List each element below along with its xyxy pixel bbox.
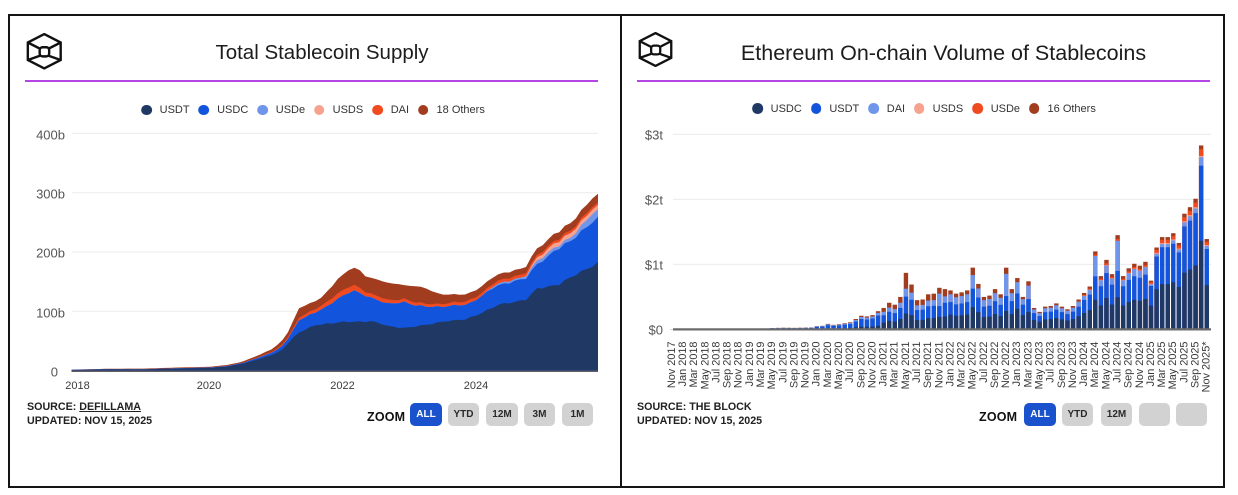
svg-text:Jan 2022: Jan 2022 [944,342,956,387]
svg-text:Nov 2019: Nov 2019 [800,342,812,389]
svg-text:Nov 2022: Nov 2022 [1000,341,1012,388]
svg-text:Mar 2025: Mar 2025 [1156,342,1168,388]
svg-text:Nov 2018: Nov 2018 [733,342,745,389]
svg-text:Sep 2022: Sep 2022 [989,342,1001,389]
svg-text:Mar 2024: Mar 2024 [1089,342,1101,388]
svg-text:Mar 2018: Mar 2018 [688,342,700,388]
svg-text:May 2018: May 2018 [699,342,711,390]
svg-text:Nov 2017: Nov 2017 [666,342,678,389]
svg-text:Mar 2019: Mar 2019 [755,342,767,388]
svg-text:May 2023: May 2023 [1033,342,1045,390]
svg-text:Nov 2023: Nov 2023 [1067,342,1079,389]
svg-text:Jan 2023: Jan 2023 [1011,342,1023,387]
svg-text:Jul 2018: Jul 2018 [710,342,722,383]
svg-text:Jul 2019: Jul 2019 [777,342,789,383]
svg-text:Jul 2021: Jul 2021 [911,342,923,383]
svg-text:May 2022: May 2022 [967,342,979,390]
svg-text:Jan 2018: Jan 2018 [677,342,689,387]
svg-text:May 2021: May 2021 [900,342,912,390]
svg-text:May 2025: May 2025 [1167,342,1179,390]
svg-text:Jul 2023: Jul 2023 [1045,342,1057,383]
svg-text:Sep 2025: Sep 2025 [1189,342,1201,389]
svg-text:Jan 2024: Jan 2024 [1078,342,1090,387]
svg-text:Sep 2023: Sep 2023 [1056,342,1068,389]
svg-text:Sep 2018: Sep 2018 [722,342,734,389]
svg-text:Jan 2019: Jan 2019 [744,342,756,387]
svg-text:Nov 2025*: Nov 2025* [1201,341,1213,393]
svg-text:Mar 2023: Mar 2023 [1022,342,1034,388]
svg-text:Sep 2020: Sep 2020 [855,342,867,389]
svg-text:Sep 2021: Sep 2021 [922,342,934,389]
svg-text:Sep 2024: Sep 2024 [1123,342,1135,389]
svg-text:Jul 2022: Jul 2022 [978,342,990,383]
svg-text:Sep 2019: Sep 2019 [788,342,800,389]
svg-text:May 2024: May 2024 [1100,342,1112,390]
svg-text:Jul 2024: Jul 2024 [1111,342,1123,383]
svg-text:Jul 2025: Jul 2025 [1178,342,1190,383]
svg-text:May 2019: May 2019 [766,342,778,390]
svg-text:Jan 2020: Jan 2020 [811,342,823,387]
svg-text:Nov 2020: Nov 2020 [866,342,878,389]
svg-text:Jan 2021: Jan 2021 [878,342,890,387]
svg-text:Jul 2020: Jul 2020 [844,342,856,383]
svg-text:Mar 2022: Mar 2022 [955,342,967,388]
svg-text:Mar 2021: Mar 2021 [889,342,901,388]
svg-text:May 2020: May 2020 [833,342,845,390]
svg-text:Nov 2021: Nov 2021 [933,342,945,389]
svg-text:Mar 2020: Mar 2020 [822,342,834,388]
svg-text:Jan 2025: Jan 2025 [1145,342,1157,387]
svg-text:Nov 2024: Nov 2024 [1134,342,1146,389]
